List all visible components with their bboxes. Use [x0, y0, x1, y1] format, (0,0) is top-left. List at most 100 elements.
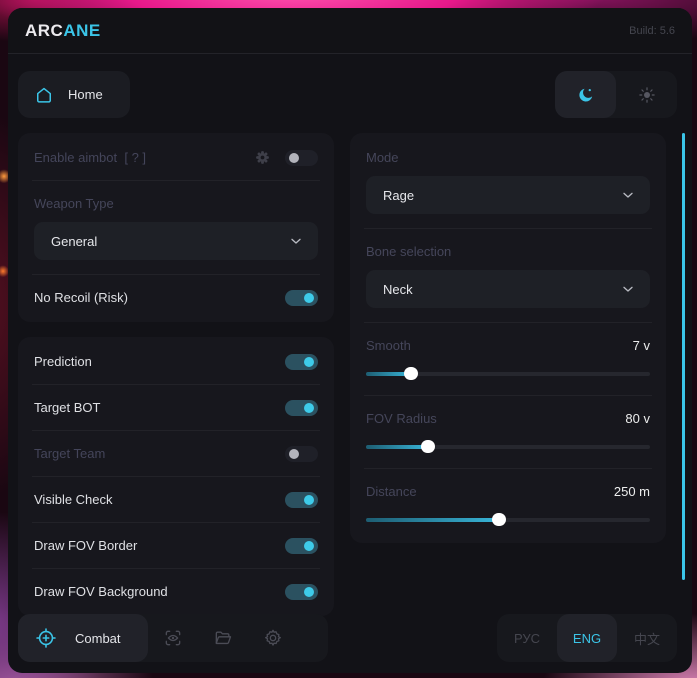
left-column: Enable aimbot [ ? ]	[18, 133, 334, 616]
eye-scan-icon	[163, 628, 183, 648]
chevron-down-icon	[620, 281, 636, 297]
fov-radius-slider-group: FOV Radius 80 v	[366, 396, 650, 468]
mode-value: Rage	[383, 187, 415, 203]
draw-fov-background-toggle[interactable]	[285, 583, 318, 600]
tab-settings[interactable]	[248, 614, 298, 662]
no-recoil-row: No Recoil (Risk)	[34, 275, 318, 320]
divider	[364, 322, 652, 323]
toggle-knob	[304, 494, 314, 505]
lang-eng-button[interactable]: ENG	[557, 614, 617, 662]
fov-radius-slider-knob[interactable]	[421, 440, 436, 453]
lang-rus-button[interactable]: РУС	[513, 630, 541, 646]
mode-dropdown[interactable]: Rage	[366, 176, 650, 214]
distance-label: Distance	[366, 484, 417, 499]
enable-aimbot-toggle[interactable]	[285, 149, 318, 166]
distance-value: 250 m	[613, 484, 650, 499]
enable-aimbot-text: Enable aimbot	[34, 150, 118, 165]
target-team-row: Target Team	[34, 431, 318, 476]
aimbot-settings-gear-icon[interactable]	[254, 149, 271, 166]
weapon-type-dropdown[interactable]: General	[34, 222, 318, 260]
distance-slider-knob[interactable]	[492, 513, 507, 526]
target-bot-row: Target BOT	[34, 385, 318, 430]
target-options-panel: Prediction Target BOT Target Team Visibl…	[18, 337, 334, 616]
home-icon	[34, 85, 54, 105]
tab-combat[interactable]: Combat	[18, 614, 148, 662]
no-recoil-toggle[interactable]	[285, 289, 318, 306]
vertical-scrollbar[interactable]	[682, 133, 685, 580]
divider	[364, 395, 652, 396]
divider	[364, 228, 652, 229]
target-bot-toggle[interactable]	[285, 399, 318, 416]
main-content: Enable aimbot [ ? ]	[18, 133, 666, 616]
toggle-knob	[289, 152, 299, 163]
title-bar: ARCANE Build: 5.6	[8, 8, 692, 54]
draw-fov-border-toggle[interactable]	[285, 537, 318, 554]
toggle-knob	[304, 356, 314, 367]
moon-icon	[577, 86, 595, 104]
visible-check-toggle[interactable]	[285, 491, 318, 508]
draw-fov-background-label: Draw FOV Background	[34, 584, 168, 599]
tab-configs[interactable]	[198, 614, 248, 662]
smooth-slider-knob[interactable]	[404, 367, 419, 380]
divider	[32, 384, 320, 385]
enable-aimbot-label: Enable aimbot [ ? ]	[34, 150, 146, 165]
toggle-knob	[304, 402, 314, 413]
chevron-down-icon	[288, 233, 304, 249]
smooth-value: 7 v	[632, 338, 650, 353]
fov-radius-slider[interactable]	[366, 440, 650, 453]
weapon-type-value: General	[51, 233, 98, 249]
visible-check-label: Visible Check	[34, 492, 113, 507]
right-column: Mode Rage Bone selection Neck	[350, 133, 666, 543]
help-hint[interactable]: [ ? ]	[124, 150, 147, 165]
home-button-label: Home	[68, 87, 103, 102]
app-logo: ARCANE	[25, 21, 101, 41]
mode-settings-panel: Mode Rage Bone selection Neck	[350, 133, 666, 543]
toggle-knob	[304, 586, 314, 597]
divider	[32, 430, 320, 431]
home-button[interactable]: Home	[18, 71, 130, 118]
toggle-knob	[304, 292, 314, 303]
divider	[32, 180, 320, 181]
slider-fill	[366, 518, 500, 522]
bone-selection-dropdown[interactable]: Neck	[366, 270, 650, 308]
divider	[32, 568, 320, 569]
target-team-toggle[interactable]	[285, 445, 318, 462]
category-tabs: Combat	[18, 614, 328, 662]
visible-check-row: Visible Check	[34, 477, 318, 522]
draw-fov-border-row: Draw FOV Border	[34, 523, 318, 568]
slider-fill	[366, 445, 429, 449]
prediction-label: Prediction	[34, 354, 92, 369]
weapon-type-label: Weapon Type	[34, 196, 114, 211]
footer-bar: Combat	[18, 614, 677, 662]
crosshair-icon	[35, 627, 57, 649]
target-team-label: Target Team	[34, 446, 106, 461]
bone-selection-label: Bone selection	[366, 244, 452, 259]
logo-text-primary: ARC	[25, 20, 64, 40]
nav-row: Home	[18, 71, 677, 118]
tab-visuals[interactable]	[148, 614, 198, 662]
language-switcher: РУС ENG 中文	[497, 614, 677, 662]
distance-slider[interactable]	[366, 513, 650, 526]
dark-theme-button[interactable]	[555, 71, 616, 118]
smooth-slider-group: Smooth 7 v	[366, 323, 650, 395]
mode-label: Mode	[366, 150, 399, 165]
draw-fov-border-label: Draw FOV Border	[34, 538, 138, 553]
fov-radius-label: FOV Radius	[366, 411, 437, 426]
toggle-knob	[289, 448, 299, 459]
draw-fov-background-row: Draw FOV Background	[34, 569, 318, 614]
aimbot-panel: Enable aimbot [ ? ]	[18, 133, 334, 322]
lang-zh-button[interactable]: 中文	[633, 631, 660, 647]
gear-icon	[263, 628, 283, 648]
prediction-row: Prediction	[34, 339, 318, 384]
enable-aimbot-row: Enable aimbot [ ? ]	[34, 135, 318, 180]
slider-fill	[366, 372, 412, 376]
prediction-toggle[interactable]	[285, 353, 318, 370]
target-bot-label: Target BOT	[34, 400, 101, 415]
bone-selection-value: Neck	[383, 281, 413, 297]
no-recoil-label: No Recoil (Risk)	[34, 290, 128, 305]
chevron-down-icon	[620, 187, 636, 203]
tab-combat-label: Combat	[75, 630, 121, 646]
light-theme-button[interactable]	[616, 71, 677, 118]
smooth-slider[interactable]	[366, 367, 650, 380]
build-version: Build: 5.6	[629, 24, 675, 37]
